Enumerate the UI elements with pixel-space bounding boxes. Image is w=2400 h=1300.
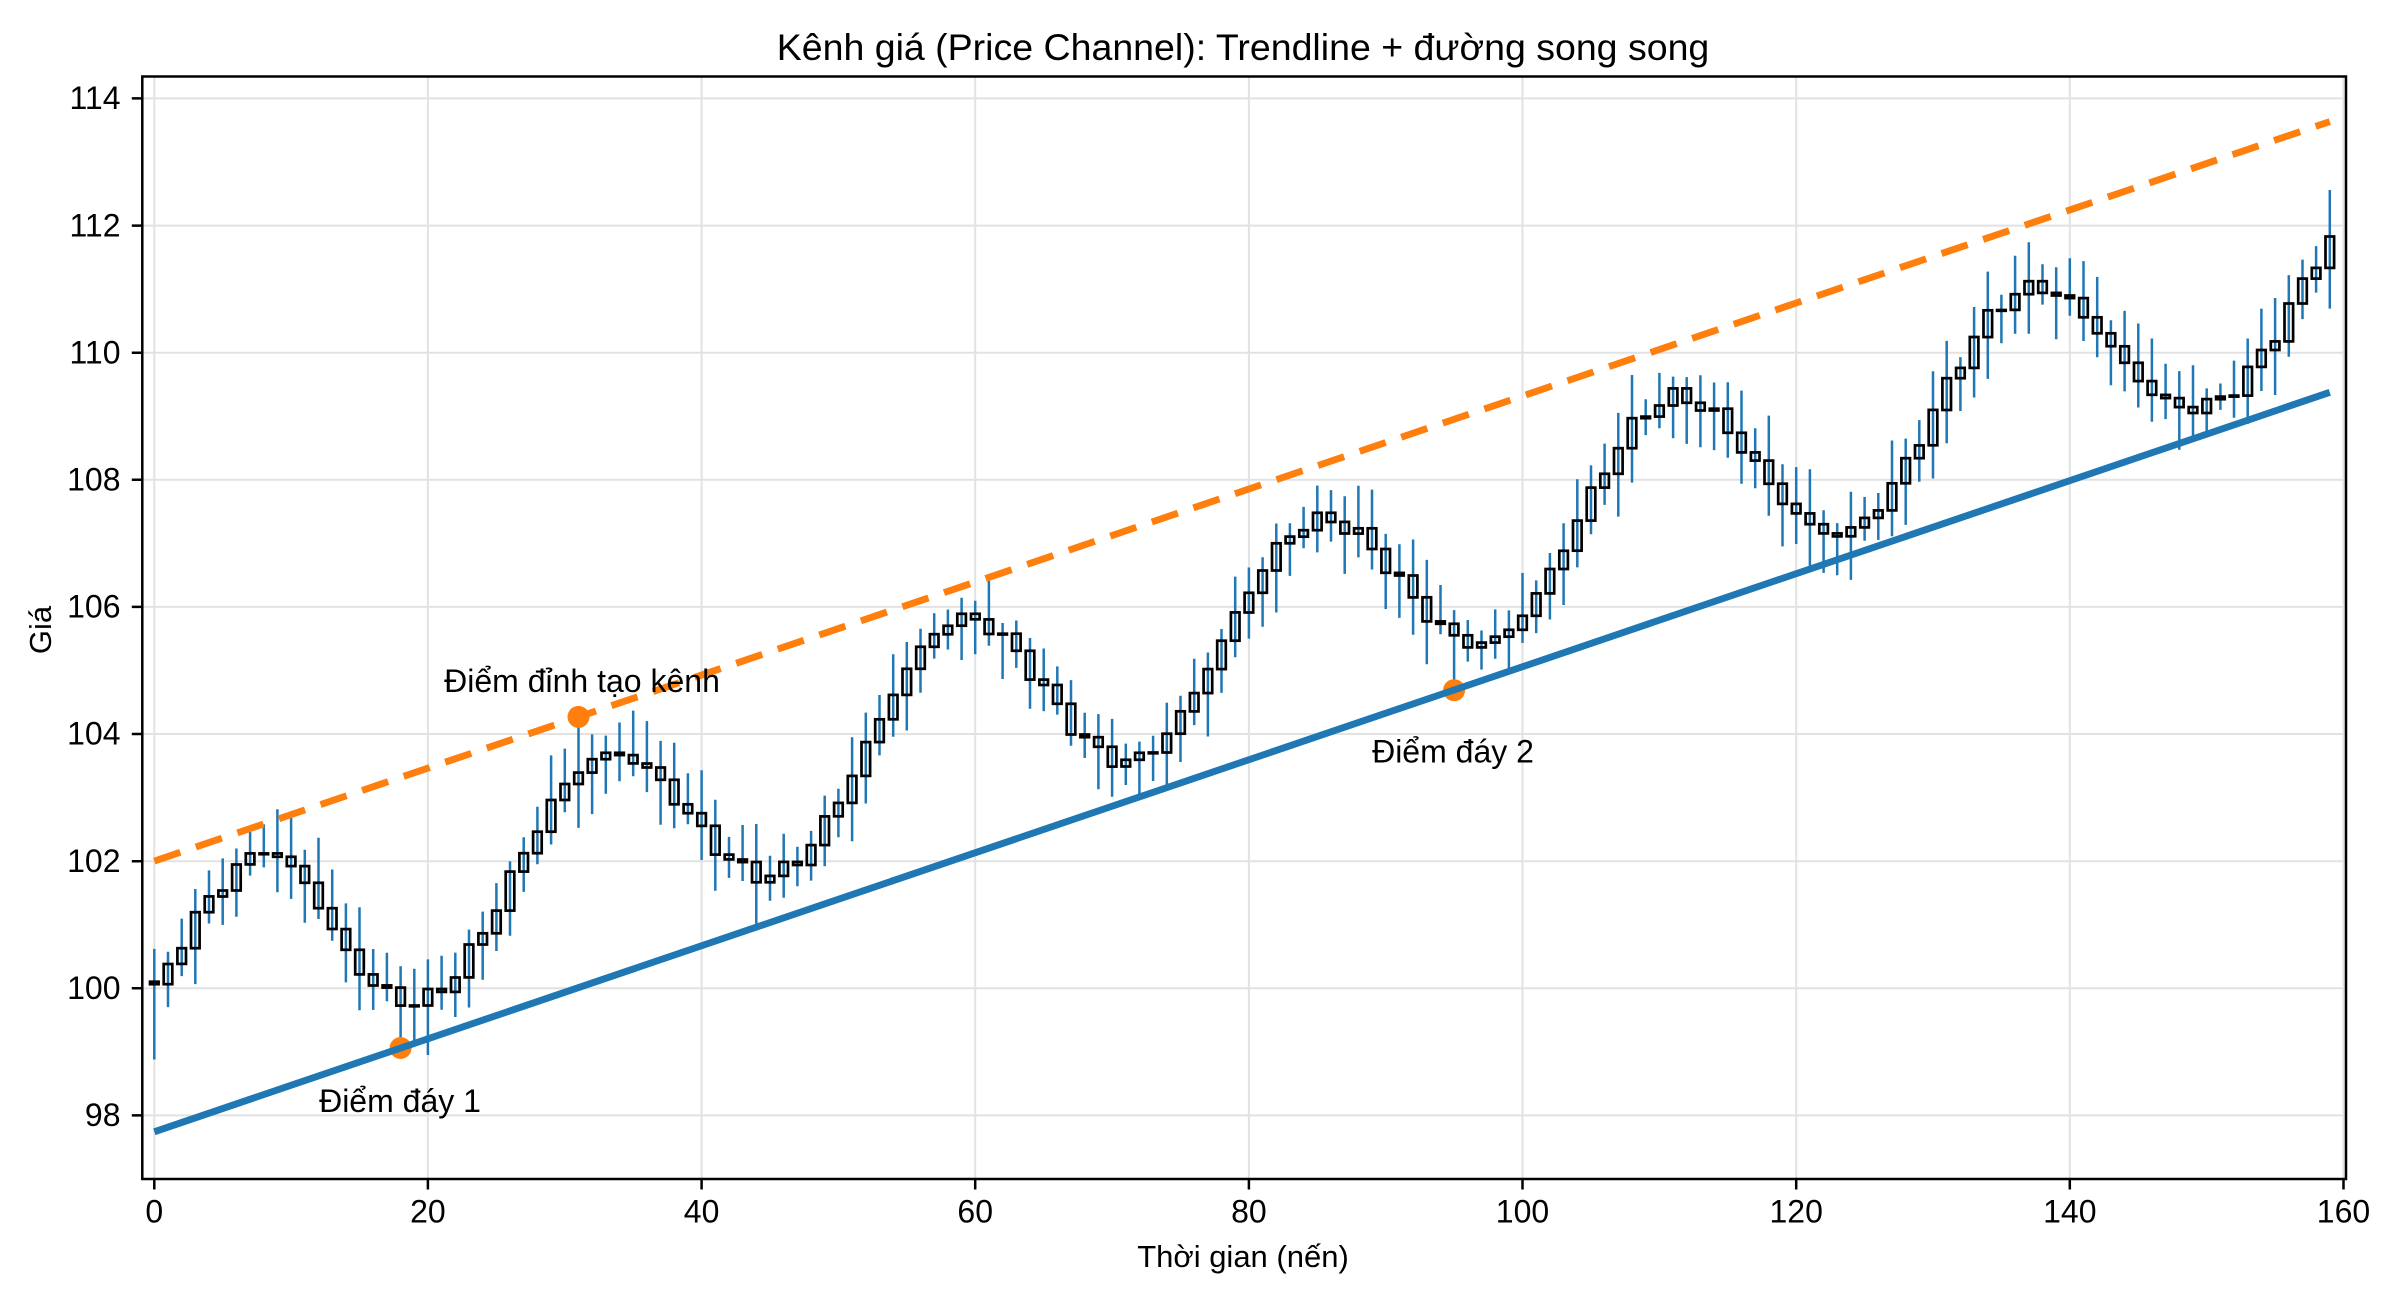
svg-text:Điểm đáy 1: Điểm đáy 1 — [319, 1083, 481, 1119]
svg-text:98: 98 — [85, 1097, 121, 1133]
svg-text:Thời gian (nến): Thời gian (nến) — [1137, 1239, 1349, 1274]
svg-text:Kênh giá (Price Channel): Tren: Kênh giá (Price Channel): Trendline + đư… — [777, 26, 1710, 68]
svg-text:114: 114 — [69, 80, 120, 116]
svg-text:80: 80 — [1231, 1194, 1267, 1230]
svg-text:104: 104 — [67, 716, 120, 752]
svg-text:40: 40 — [684, 1194, 720, 1230]
svg-text:60: 60 — [957, 1194, 993, 1230]
svg-text:Điểm đáy 2: Điểm đáy 2 — [1372, 734, 1534, 770]
svg-text:110: 110 — [69, 334, 120, 370]
svg-text:102: 102 — [67, 843, 120, 879]
svg-text:106: 106 — [67, 589, 120, 625]
svg-text:Điểm đỉnh tạo kênh: Điểm đỉnh tạo kênh — [444, 663, 720, 699]
svg-text:160: 160 — [2317, 1194, 2370, 1230]
svg-text:100: 100 — [1496, 1194, 1549, 1230]
svg-text:108: 108 — [67, 462, 120, 498]
svg-text:Giá: Giá — [23, 605, 58, 654]
svg-text:120: 120 — [1770, 1194, 1823, 1230]
svg-text:112: 112 — [69, 207, 120, 243]
svg-text:20: 20 — [410, 1194, 446, 1230]
svg-text:0: 0 — [145, 1194, 163, 1230]
svg-text:100: 100 — [67, 970, 120, 1006]
svg-text:140: 140 — [2043, 1194, 2096, 1230]
